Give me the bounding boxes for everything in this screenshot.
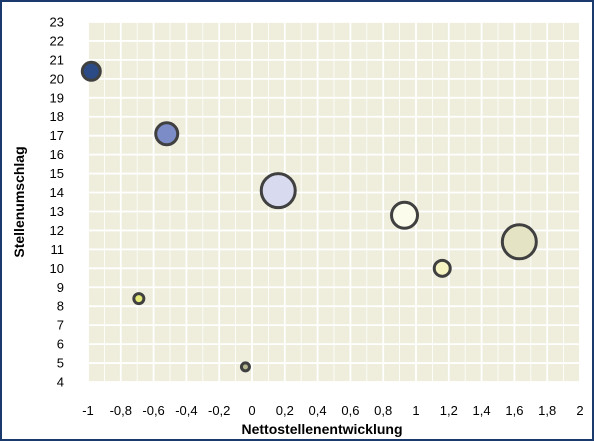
x-axis-title: Nettostellenentwicklung <box>241 421 402 437</box>
y-tick-label: 10 <box>50 261 64 276</box>
x-tick-label: -0,8 <box>110 403 132 418</box>
y-tick-label: 8 <box>57 299 64 314</box>
x-tick-label: 0,4 <box>309 403 327 418</box>
bubble-point <box>80 60 102 82</box>
x-tick-label: 1,4 <box>473 403 491 418</box>
y-tick-label: 15 <box>50 166 64 181</box>
y-tick-label: 22 <box>50 33 64 48</box>
y-tick-label: 17 <box>50 128 64 143</box>
y-tick-label: 11 <box>51 242 65 257</box>
x-tick-label: 0,8 <box>374 403 392 418</box>
x-tick-label: -0,4 <box>175 403 197 418</box>
bubble-point <box>432 258 452 278</box>
y-tick-label: 13 <box>50 204 64 219</box>
x-tick-label: 1 <box>412 403 419 418</box>
y-tick-label: 9 <box>57 280 64 295</box>
x-tick-label: 1,8 <box>538 403 556 418</box>
y-tick-label: 7 <box>57 318 64 333</box>
bubble-point <box>390 200 420 230</box>
y-tick-label: 14 <box>50 185 64 200</box>
bubble-point <box>259 172 297 210</box>
y-tick-label: 12 <box>50 223 64 238</box>
y-tick-label: 6 <box>57 337 64 352</box>
x-tick-label: 1,2 <box>440 403 458 418</box>
y-tick-label: 21 <box>50 52 64 67</box>
bubble-point <box>154 121 180 147</box>
y-axis-title: Stellenumschlag <box>11 146 27 257</box>
y-tick-label: 23 <box>50 15 64 30</box>
y-tick-label: 16 <box>50 147 64 162</box>
y-tick-label: 20 <box>50 71 64 86</box>
y-tick-label: 19 <box>50 90 64 105</box>
y-tick-label: 5 <box>57 356 64 371</box>
x-tick-label: 0,2 <box>276 403 294 418</box>
x-tick-label: -1 <box>82 403 94 418</box>
bubble-point <box>239 361 251 373</box>
x-tick-label: 0,6 <box>341 403 359 418</box>
x-tick-label: -0,2 <box>208 403 230 418</box>
x-tick-label: 2 <box>576 403 583 418</box>
y-tick-label: 4 <box>57 375 64 390</box>
x-tick-label: 1,6 <box>505 403 523 418</box>
bubble-point <box>132 292 146 306</box>
x-tick-label: -0,6 <box>142 403 164 418</box>
x-tick-label: 0 <box>248 403 255 418</box>
y-tick-label: 18 <box>50 109 64 124</box>
bubble-point <box>500 223 538 261</box>
